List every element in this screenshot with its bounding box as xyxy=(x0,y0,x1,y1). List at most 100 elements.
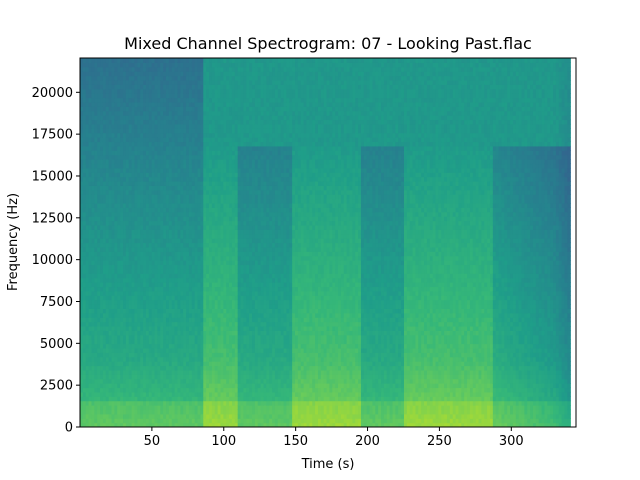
spectrogram-cell xyxy=(120,66,124,72)
spectrogram-cell xyxy=(97,62,101,68)
spectrogram-cell xyxy=(128,79,133,85)
spectrogram-cell xyxy=(186,347,190,353)
spectrogram-cell xyxy=(194,202,199,208)
spectrogram-cell xyxy=(108,251,113,257)
spectrogram-cell xyxy=(88,383,93,389)
spectrogram-cell xyxy=(128,211,133,217)
spectrogram-cell xyxy=(131,260,136,266)
spectrogram-cell xyxy=(82,409,87,415)
spectrogram-cell xyxy=(117,312,121,318)
spectrogram-cell xyxy=(154,207,159,213)
spectrogram-cell xyxy=(80,79,84,85)
spectrogram-cell xyxy=(191,97,196,103)
spectrogram-cell xyxy=(188,71,193,77)
spectrogram-cell xyxy=(183,145,187,151)
spectrogram-cell xyxy=(117,304,121,309)
spectrogram-cell xyxy=(151,220,156,226)
spectrogram-cell xyxy=(160,334,164,340)
spectrogram-cell xyxy=(197,304,202,309)
spectrogram-cell xyxy=(188,62,193,68)
spectrogram-cell xyxy=(117,110,121,116)
spectrogram-cell xyxy=(154,181,159,186)
spectrogram-cell xyxy=(94,268,98,274)
spectrogram-cell xyxy=(154,84,159,90)
spectrogram-cell xyxy=(102,154,107,160)
spectrogram-cell xyxy=(191,418,196,424)
spectrogram-cell xyxy=(125,325,130,331)
spectrogram-cell xyxy=(111,409,116,415)
spectrogram-cell xyxy=(85,277,90,283)
spectrogram-cell xyxy=(143,93,147,99)
spectrogram-cell xyxy=(91,159,95,165)
spectrogram-cell xyxy=(125,418,130,424)
spectrogram-cell xyxy=(91,167,95,173)
spectrogram-cell xyxy=(166,97,170,103)
spectrogram-cell xyxy=(151,383,156,389)
spectrogram-cell xyxy=(166,150,170,156)
spectrogram-cell xyxy=(171,304,176,309)
spectrogram-cell xyxy=(206,75,210,81)
spectrogram-cell xyxy=(108,110,113,116)
spectrogram-cell xyxy=(206,128,210,134)
spectrogram-cell xyxy=(186,391,190,397)
spectrogram-cell xyxy=(102,378,107,384)
spectrogram-cell xyxy=(120,189,124,195)
spectrogram-cell xyxy=(209,396,213,402)
spectrogram-cell xyxy=(160,123,164,129)
spectrogram-cell xyxy=(123,62,127,68)
spectrogram-cell xyxy=(209,356,213,362)
spectrogram-cell xyxy=(177,79,181,85)
spectrogram-cell xyxy=(114,154,118,160)
spectrogram-cell xyxy=(120,141,124,147)
spectrogram-cell xyxy=(131,405,136,411)
spectrogram-cell xyxy=(145,286,150,292)
spectrogram-cell xyxy=(191,251,196,257)
spectrogram-cell xyxy=(123,58,127,63)
spectrogram-cell xyxy=(200,79,204,85)
spectrogram-cell xyxy=(111,71,116,77)
spectrogram-cell xyxy=(105,308,110,314)
spectrogram-cell xyxy=(177,128,181,134)
spectrogram-cell xyxy=(148,224,153,230)
spectrogram-cell xyxy=(91,290,95,296)
spectrogram-cell xyxy=(97,238,101,244)
spectrogram-cell xyxy=(88,413,93,419)
spectrogram-cell xyxy=(174,418,179,424)
spectrogram-cell xyxy=(140,159,144,165)
spectrogram-cell xyxy=(197,418,202,424)
spectrogram-cell xyxy=(163,325,167,331)
spectrogram-cell xyxy=(154,343,159,349)
spectrogram-cell xyxy=(220,308,224,314)
spectrogram-cell xyxy=(154,202,159,208)
spectrogram-cell xyxy=(125,282,130,288)
spectrogram-cell xyxy=(143,273,147,279)
spectrogram-cell xyxy=(82,110,87,116)
spectrogram-cell xyxy=(180,145,184,151)
spectrogram-cell xyxy=(114,308,118,314)
spectrogram-cell xyxy=(134,264,138,270)
spectrogram-cell xyxy=(123,238,127,244)
spectrogram-cell xyxy=(85,405,90,411)
spectrogram-cell xyxy=(140,84,144,90)
spectrogram-cell xyxy=(80,396,84,402)
spectrogram-cell xyxy=(134,132,138,138)
spectrogram-cell xyxy=(203,268,207,274)
spectrogram-cell xyxy=(200,361,204,367)
spectrogram-cell xyxy=(220,295,224,301)
spectrogram-cell xyxy=(125,119,130,125)
spectrogram-cell xyxy=(157,132,161,138)
spectrogram-cell xyxy=(108,418,113,424)
spectrogram-cell xyxy=(80,334,84,340)
spectrogram-cell xyxy=(220,194,224,200)
spectrogram-cell xyxy=(151,246,156,252)
spectrogram-cell xyxy=(217,374,222,380)
spectrogram-cell xyxy=(102,418,107,424)
spectrogram-cell xyxy=(197,58,202,63)
spectrogram-cell xyxy=(125,110,130,116)
spectrogram-cell xyxy=(134,119,138,125)
spectrogram-cell xyxy=(157,88,161,94)
spectrogram-cell xyxy=(145,216,150,222)
spectrogram-cell xyxy=(97,264,101,270)
spectrogram-cell xyxy=(183,352,187,358)
spectrogram-cell xyxy=(88,198,93,204)
